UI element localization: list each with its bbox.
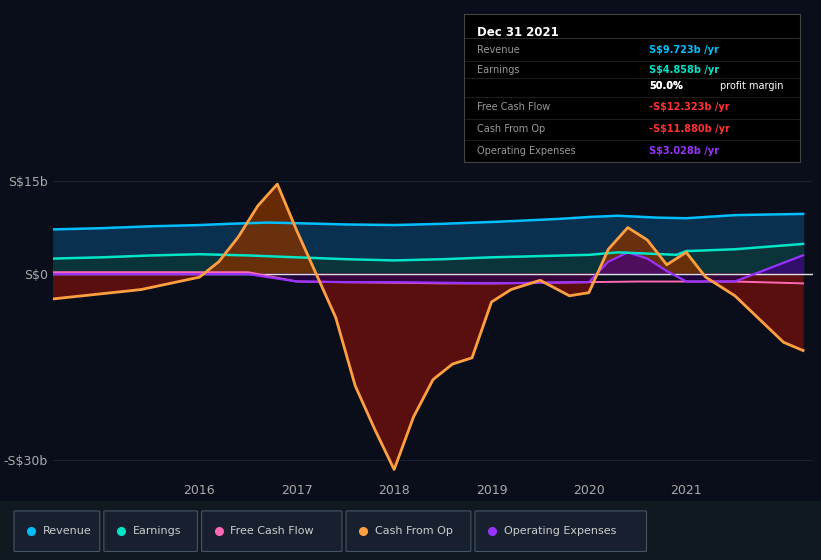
Text: Operating Expenses: Operating Expenses: [477, 146, 576, 156]
Text: Free Cash Flow: Free Cash Flow: [477, 102, 551, 113]
Text: S$4.858b /yr: S$4.858b /yr: [649, 66, 719, 76]
Text: profit margin: profit margin: [720, 81, 783, 91]
Text: S$9.723b /yr: S$9.723b /yr: [649, 45, 719, 55]
Text: Operating Expenses: Operating Expenses: [504, 526, 616, 535]
Text: Revenue: Revenue: [477, 45, 520, 55]
Text: 50.0%: 50.0%: [649, 81, 683, 91]
Text: 50.0%: 50.0%: [649, 81, 683, 91]
Text: Revenue: Revenue: [43, 526, 91, 535]
FancyBboxPatch shape: [346, 511, 471, 552]
FancyBboxPatch shape: [475, 511, 647, 552]
Text: -S$11.880b /yr: -S$11.880b /yr: [649, 124, 730, 134]
Text: Cash From Op: Cash From Op: [374, 526, 452, 535]
Text: Dec 31 2021: Dec 31 2021: [477, 26, 559, 39]
FancyBboxPatch shape: [202, 511, 342, 552]
FancyBboxPatch shape: [14, 511, 100, 552]
FancyBboxPatch shape: [103, 511, 198, 552]
Text: Free Cash Flow: Free Cash Flow: [231, 526, 314, 535]
Text: Cash From Op: Cash From Op: [477, 124, 546, 134]
Text: S$3.028b /yr: S$3.028b /yr: [649, 146, 719, 156]
Text: -S$12.323b /yr: -S$12.323b /yr: [649, 102, 730, 113]
Text: Earnings: Earnings: [477, 66, 520, 76]
Text: Earnings: Earnings: [133, 526, 181, 535]
